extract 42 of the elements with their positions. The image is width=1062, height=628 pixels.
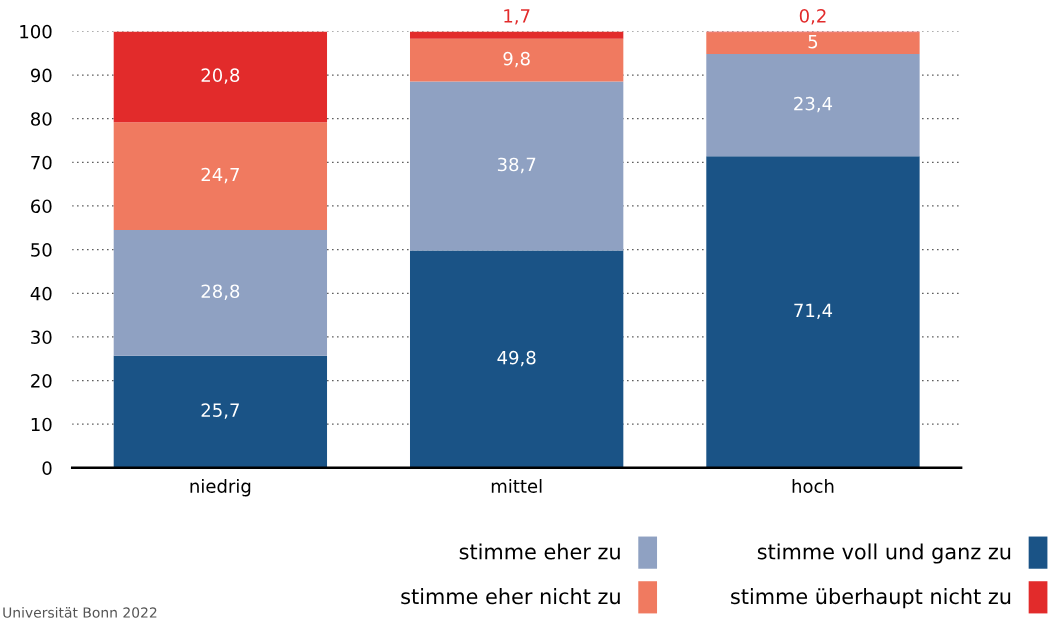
y-tick-label: 0 [42, 461, 52, 475]
y-tick-label: 80 [31, 112, 52, 126]
bar [410, 81, 624, 251]
data-label: 9,8 [503, 51, 530, 68]
data-label: 1,7 [504, 9, 530, 25]
data-label: 49,8 [497, 350, 536, 367]
y-tick-label: 90 [30, 68, 52, 83]
y-tick-label: 60 [31, 199, 52, 214]
data-label: 24,7 [201, 167, 239, 184]
bar [410, 250, 624, 468]
bar [113, 229, 328, 356]
data-label: 38,7 [497, 157, 536, 174]
data-label: 5 [808, 35, 818, 49]
legend-label: stimme eher zu [459, 543, 620, 560]
x-tick-label: mittel [491, 478, 542, 493]
text: Universität Bonn 2022 [3, 607, 157, 618]
data-label: 71,4 [794, 303, 833, 320]
y-tick-label: 40 [30, 286, 52, 301]
data-label: 0,2 [799, 9, 826, 25]
bar [410, 38, 624, 82]
data-label: 28,8 [201, 284, 240, 300]
data-label: 23,4 [794, 96, 833, 113]
legend-label: stimme voll und ganz zu [757, 543, 1011, 564]
legend-label: stimme überhaupt nicht zu [731, 588, 1011, 609]
data-label: 25,7 [201, 403, 239, 419]
bar [410, 31, 624, 39]
y-tick-label: 50 [31, 243, 52, 257]
y-tick-label: 70 [31, 155, 52, 170]
x-tick-label: hoch [792, 478, 834, 493]
bar [706, 54, 920, 157]
x-tick-label: niedrig [190, 478, 251, 497]
bar [706, 156, 920, 468]
y-tick-label: 30 [31, 330, 52, 345]
bar [113, 31, 328, 123]
bar [113, 355, 328, 468]
legend-label: stimme eher nicht zu [401, 588, 620, 605]
y-tick-label: 100 [20, 24, 52, 39]
bar [113, 122, 328, 230]
data-label: 20,8 [201, 68, 240, 84]
bar [706, 32, 920, 55]
y-tick-label: 20 [31, 374, 52, 388]
y-tick-label: 10 [31, 417, 52, 432]
